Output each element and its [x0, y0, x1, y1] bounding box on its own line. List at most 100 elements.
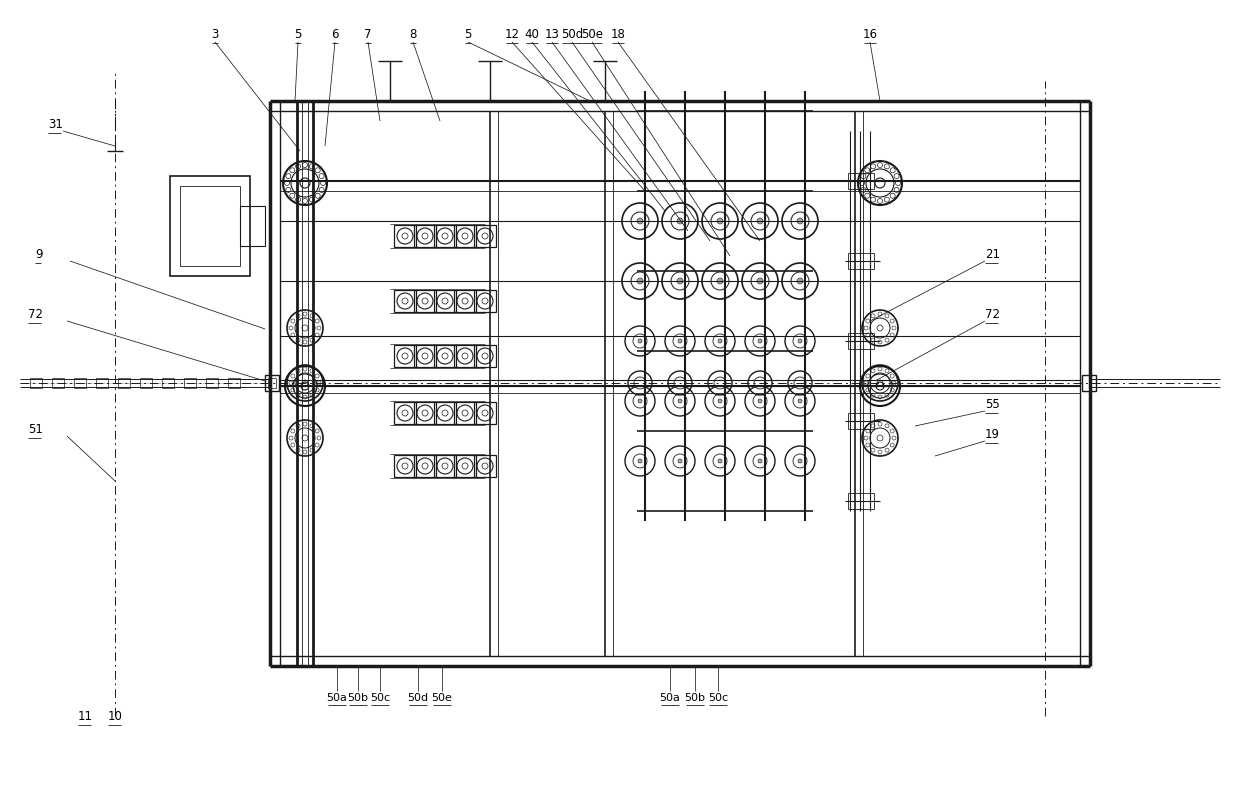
Circle shape [798, 339, 802, 343]
Circle shape [758, 459, 762, 463]
Circle shape [678, 339, 681, 343]
Circle shape [678, 399, 681, 403]
Circle shape [638, 459, 642, 463]
Circle shape [638, 399, 642, 403]
Circle shape [637, 278, 643, 284]
Bar [453, 455, 476, 477]
Text: 7: 7 [364, 28, 372, 41]
Text: 51: 51 [28, 423, 43, 436]
Circle shape [717, 459, 722, 463]
Text: 12: 12 [504, 28, 519, 41]
Bar [847, 253, 873, 269]
Circle shape [676, 278, 683, 284]
Circle shape [717, 278, 724, 284]
Bar [268, 378, 276, 388]
Text: 55: 55 [985, 398, 1000, 411]
Bar [414, 290, 436, 312]
Text: 50c: 50c [707, 693, 729, 703]
Text: 50d: 50d [561, 28, 584, 41]
Bar [434, 402, 456, 424]
Text: 6: 6 [331, 28, 338, 41]
Bar [30, 378, 42, 388]
Circle shape [757, 278, 763, 284]
Bar [475, 225, 496, 247]
Bar [475, 402, 496, 424]
Text: 50c: 50c [370, 693, 390, 703]
Circle shape [757, 218, 763, 224]
Bar [414, 455, 436, 477]
Text: 40: 40 [524, 28, 539, 41]
Circle shape [758, 339, 762, 343]
Text: 72: 72 [28, 308, 43, 321]
Bar [414, 225, 436, 247]
Bar [206, 378, 218, 388]
Bar [434, 225, 456, 247]
Text: 31: 31 [48, 118, 63, 131]
Text: 50b: 50b [684, 693, 705, 703]
Circle shape [797, 278, 803, 284]
Bar [434, 455, 456, 477]
Bar [453, 345, 476, 367]
Bar [228, 378, 240, 388]
Bar [170, 176, 250, 276]
Bar [434, 345, 456, 367]
Text: 11: 11 [78, 710, 93, 723]
Circle shape [676, 218, 683, 224]
Bar [394, 455, 416, 477]
Bar [453, 290, 476, 312]
Bar [240, 206, 265, 246]
Bar [52, 378, 64, 388]
Bar [434, 290, 456, 312]
Text: 19: 19 [985, 428, 1000, 441]
Circle shape [678, 459, 681, 463]
Text: 50d: 50d [408, 693, 429, 703]
Bar [414, 345, 436, 367]
Bar [394, 345, 416, 367]
Bar [185, 378, 196, 388]
Circle shape [717, 218, 724, 224]
Text: 8: 8 [409, 28, 416, 41]
Bar [847, 413, 873, 429]
Circle shape [717, 399, 722, 403]
Text: 9: 9 [35, 248, 42, 261]
Bar [847, 333, 873, 349]
Circle shape [798, 459, 802, 463]
Bar [475, 455, 496, 477]
Bar [847, 173, 873, 189]
Bar [140, 378, 152, 388]
Text: 13: 13 [545, 28, 560, 41]
Circle shape [758, 399, 762, 403]
Text: 50b: 50b [347, 693, 368, 703]
Text: 5: 5 [465, 28, 472, 41]
Bar [118, 378, 130, 388]
Text: 50e: 50e [581, 28, 603, 41]
Bar [475, 290, 496, 312]
Circle shape [797, 218, 803, 224]
Text: 10: 10 [108, 710, 123, 723]
Text: 5: 5 [295, 28, 301, 41]
Text: 50a: 50a [659, 693, 680, 703]
Text: 50e: 50e [431, 693, 452, 703]
Bar [180, 186, 240, 266]
Text: 3: 3 [212, 28, 219, 41]
Bar [394, 290, 416, 312]
Bar [394, 402, 416, 424]
Bar [74, 378, 85, 388]
Bar [265, 375, 279, 391]
Text: 21: 21 [985, 248, 1000, 261]
Bar [162, 378, 173, 388]
Text: 72: 72 [985, 308, 1000, 321]
Bar [1082, 375, 1097, 391]
Text: 18: 18 [611, 28, 626, 41]
Text: 16: 16 [862, 28, 877, 41]
Bar [475, 345, 496, 367]
Bar [847, 493, 873, 509]
Circle shape [717, 339, 722, 343]
Bar [453, 225, 476, 247]
Circle shape [638, 339, 642, 343]
Bar [414, 402, 436, 424]
Circle shape [637, 218, 643, 224]
Bar [453, 402, 476, 424]
Bar [95, 378, 108, 388]
Text: 50a: 50a [327, 693, 347, 703]
